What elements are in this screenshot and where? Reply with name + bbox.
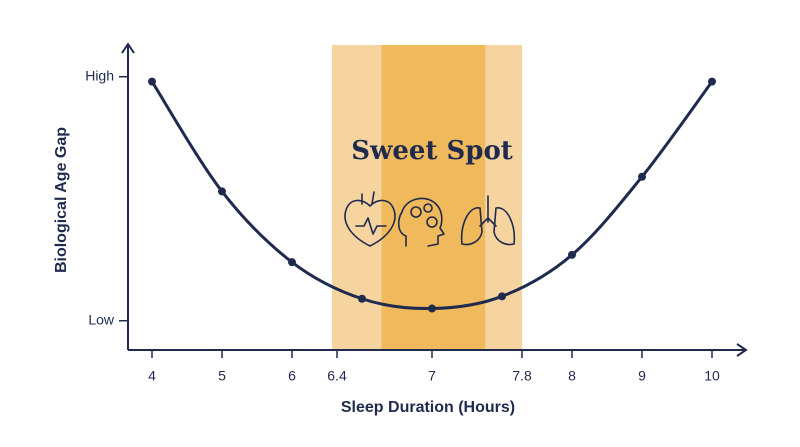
x-tick-label: 9 xyxy=(638,368,646,384)
organ-icons xyxy=(344,191,516,247)
point xyxy=(148,77,156,86)
x-tick-label: 6 xyxy=(288,368,296,384)
sweet-spot-core xyxy=(381,45,486,350)
y-axis-title: Biological Age Gap xyxy=(53,127,70,273)
x-tick-label: 7 xyxy=(428,368,436,384)
point xyxy=(218,187,226,196)
point xyxy=(358,294,366,303)
x-tick-label: 8 xyxy=(568,368,576,384)
point xyxy=(428,304,436,313)
point xyxy=(568,250,576,259)
x-axis-title: Sleep Duration (Hours) xyxy=(341,399,515,416)
y-axis xyxy=(121,42,135,350)
x-tick-label: 7.8 xyxy=(512,368,532,384)
point xyxy=(708,77,716,86)
y-tick-label: High xyxy=(85,67,114,83)
point xyxy=(498,292,506,301)
x-tick-label: 4 xyxy=(148,368,156,384)
band-label: Sweet Spot xyxy=(351,136,513,166)
bands xyxy=(332,45,522,350)
point xyxy=(288,258,296,267)
x-tick-label: 10 xyxy=(704,368,720,384)
x-tick-label: 6.4 xyxy=(327,368,347,384)
y-tick-label: Low xyxy=(88,311,115,327)
point xyxy=(638,172,646,181)
x-tick-label: 5 xyxy=(218,368,226,384)
